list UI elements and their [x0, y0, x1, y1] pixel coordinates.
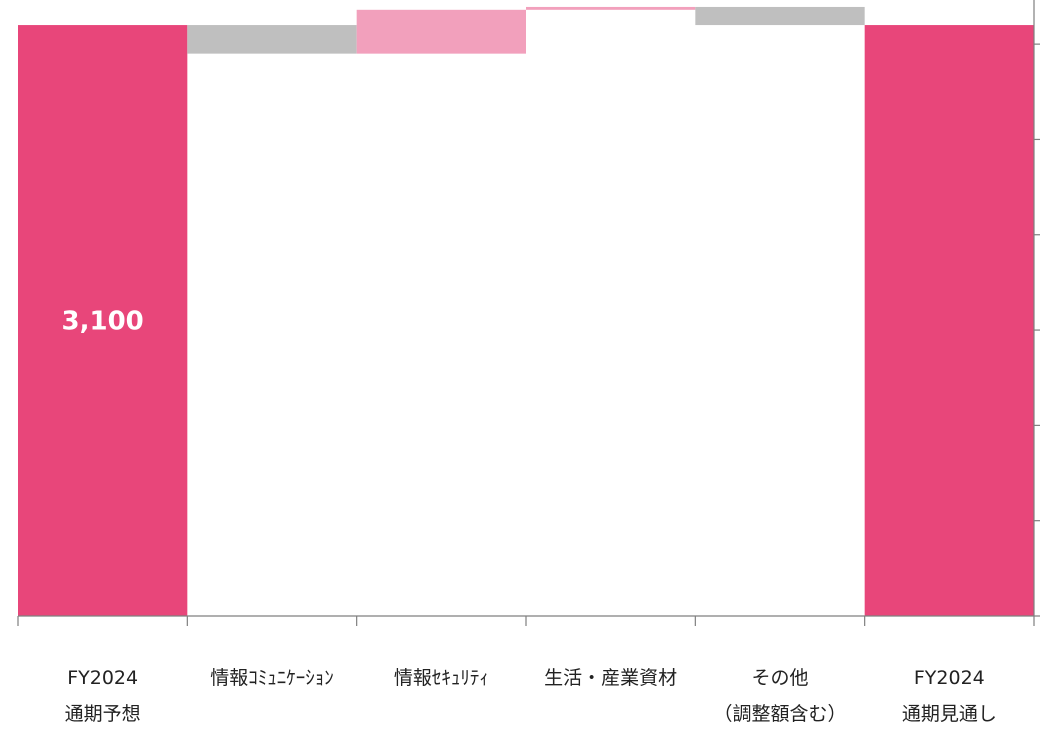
x-tick-label-4-line-0: その他 — [751, 667, 808, 689]
x-tick-label-2-line-0: 情報ｾｷｭﾘﾃｨ — [394, 667, 489, 689]
x-tick-label-1-line-0: 情報ｺﾐｭﾆｹｰｼｮﾝ — [210, 667, 334, 689]
x-tick-label-5-line-1: 通期見通し — [902, 703, 997, 725]
bar-4-decrease — [695, 6, 865, 26]
bar-0-total — [18, 25, 188, 617]
bar-0-data-label: 3,100 — [62, 307, 144, 337]
labels-group: 3,100 FY2024 通期予想 情報ｺﾐｭﾆｹｰｼｮﾝ 情報ｾｷｭﾘﾃｨ 生活・産業資… — [62, 307, 997, 725]
x-tick-label-3-line-0: 生活・産業資材 — [544, 667, 677, 689]
x-tick-label-5-line-0: FY2024 — [914, 667, 985, 689]
x-tick-label-0-line-1: 通期予想 — [65, 703, 141, 725]
bar-5-total — [864, 25, 1034, 617]
x-tick-label-0-line-0: FY2024 — [67, 667, 138, 689]
x-tick-label-4-line-1: （調整額含む） — [713, 703, 846, 725]
axes-group — [17, 0, 1040, 626]
bar-1-decrease — [187, 25, 357, 54]
bar-2-increase — [356, 9, 526, 54]
bars-group — [18, 6, 1034, 617]
bar-3-increase — [526, 6, 696, 10]
